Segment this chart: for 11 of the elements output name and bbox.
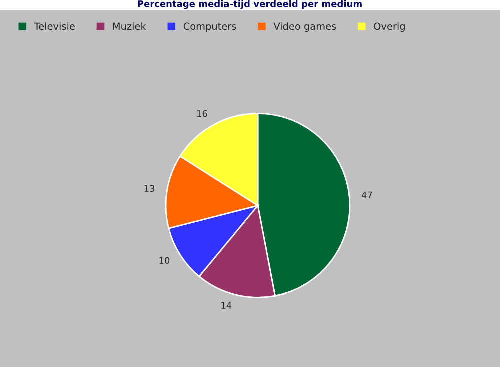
chart-title: Percentage media-tijd verdeeld per medium xyxy=(138,0,362,10)
data-label: 10 xyxy=(160,257,170,264)
data-label: 16 xyxy=(197,110,208,118)
data-label: 13 xyxy=(144,185,155,192)
legend-label: Televisie xyxy=(34,22,75,30)
data-label: 47 xyxy=(362,192,372,198)
data-label: 14 xyxy=(222,302,232,309)
legend-label: Muziek xyxy=(113,22,146,30)
legend-label: Overig xyxy=(374,22,405,32)
legend-label: Video games xyxy=(274,22,336,32)
legend-label: Computers xyxy=(184,22,236,32)
